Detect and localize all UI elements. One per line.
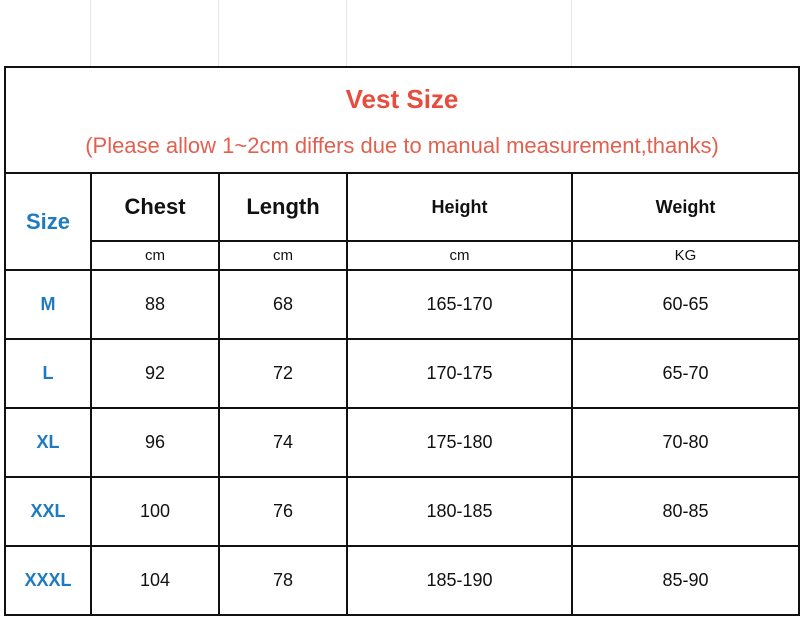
cell-chest: 92: [90, 338, 220, 409]
gridline: [90, 0, 91, 66]
cell-chest: 96: [90, 407, 220, 478]
units-row: cm cm cm KG: [5, 240, 800, 271]
header-row: Size Chest Length Height Weight: [4, 172, 800, 271]
unit-weight: KG: [570, 240, 800, 271]
cell-height: 185-190: [346, 545, 573, 616]
cell-weight: 65-70: [570, 338, 800, 409]
unit-height: cm: [346, 240, 573, 271]
unit-chest: cm: [90, 240, 220, 271]
cell-size: L: [4, 338, 92, 409]
cell-weight: 80-85: [570, 476, 800, 547]
header-height: Height: [346, 172, 573, 242]
size-chart-table: Vest Size (Please allow 1~2cm differs du…: [3, 66, 800, 616]
table-row: XL 96 74 175-180 70-80: [4, 407, 800, 478]
cell-weight: 60-65: [570, 269, 800, 340]
unit-length: cm: [218, 240, 348, 271]
cell-size: XXL: [4, 476, 92, 547]
chart-subtitle: (Please allow 1~2cm differs due to manua…: [85, 132, 719, 158]
title-row: Vest Size (Please allow 1~2cm differs du…: [3, 66, 800, 174]
header-size: Size: [4, 172, 92, 271]
cell-height: 175-180: [346, 407, 573, 478]
table-row: M 88 68 165-170 60-65: [4, 269, 800, 340]
gridline: [571, 0, 572, 66]
chart-title: Vest Size: [345, 83, 459, 114]
cell-height: 180-185: [346, 476, 573, 547]
cell-chest: 100: [90, 476, 220, 547]
cell-size: XXXL: [4, 545, 92, 616]
table-row: XXXL 104 78 185-190 85-90: [4, 545, 800, 616]
cell-length: 68: [218, 269, 348, 340]
header-length: Length: [218, 172, 348, 242]
cell-chest: 88: [90, 269, 220, 340]
gridline: [218, 0, 219, 66]
cell-size: M: [4, 269, 92, 340]
gridline: [346, 0, 347, 66]
title-cell: Vest Size (Please allow 1~2cm differs du…: [3, 66, 800, 174]
cell-length: 76: [218, 476, 348, 547]
cell-weight: 70-80: [570, 407, 800, 478]
header-chest: Chest: [90, 172, 220, 242]
cell-height: 170-175: [346, 338, 573, 409]
header-weight: Weight: [570, 172, 800, 242]
cell-size: XL: [4, 407, 92, 478]
cell-length: 78: [218, 545, 348, 616]
cell-length: 74: [218, 407, 348, 478]
table-row: XXL 100 76 180-185 80-85: [4, 476, 800, 547]
cell-height: 165-170: [346, 269, 573, 340]
cell-chest: 104: [90, 545, 220, 616]
table-row: L 92 72 170-175 65-70: [4, 338, 800, 409]
cell-weight: 85-90: [570, 545, 800, 616]
cell-length: 72: [218, 338, 348, 409]
